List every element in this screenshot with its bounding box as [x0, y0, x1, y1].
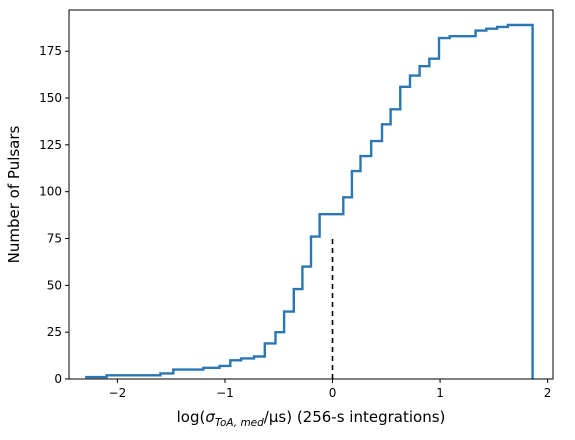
y-tick-label: 150	[39, 91, 62, 105]
y-tick-label: 0	[54, 372, 62, 386]
x-axis-label-subscript: ToA, med	[215, 417, 264, 429]
y-axis-ticks: 0 25 50 75 100 125 150 175	[39, 44, 69, 386]
x-axis-ticks: −2 −1 0 1 2	[109, 379, 552, 400]
x-tick-label: −2	[109, 386, 127, 400]
cumulative-step-line	[85, 23, 534, 379]
axes-frame	[68, 9, 554, 380]
x-axis-label: log(σToA, med/μs) (256-s integrations)	[177, 408, 446, 429]
y-tick-label: 175	[39, 44, 62, 58]
y-tick-label: 25	[47, 325, 62, 339]
y-tick-label: 125	[39, 138, 62, 152]
x-axis-label-unit: /μs) (256-s integrations)	[264, 408, 446, 426]
x-tick-label: 0	[329, 386, 337, 400]
y-tick-label: 100	[39, 185, 62, 199]
y-tick-label: 50	[47, 278, 62, 292]
x-tick-label: 2	[544, 386, 552, 400]
x-tick-label: 1	[436, 386, 444, 400]
x-axis-label-prefix: log(	[177, 408, 206, 426]
x-tick-label: −1	[216, 386, 234, 400]
x-axis-label-sigma: σ	[205, 408, 215, 426]
y-axis-label: Number of Pulsars	[5, 125, 23, 263]
y-tick-label: 75	[47, 232, 62, 246]
